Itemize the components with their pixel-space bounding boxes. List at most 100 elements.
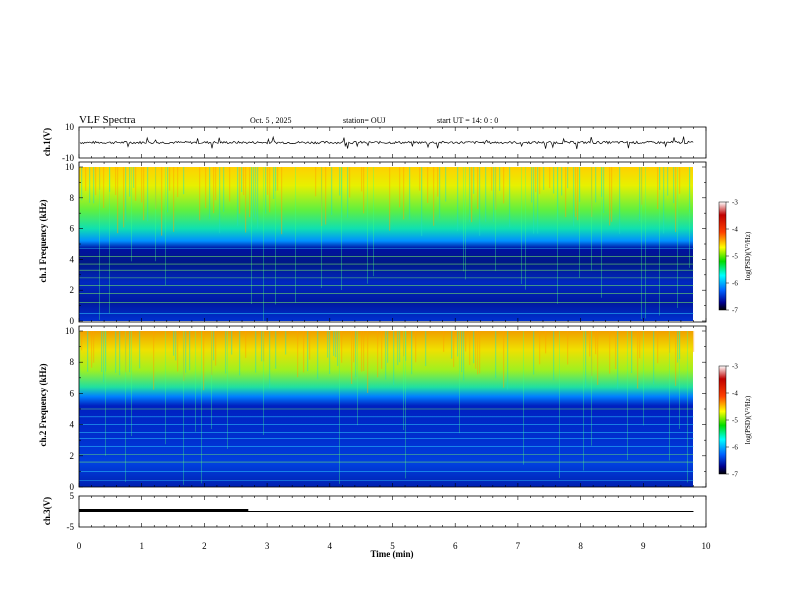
station-label: station= OUJ xyxy=(343,116,386,125)
y-tick-label: 6 xyxy=(70,224,75,234)
spectrogram-streak xyxy=(261,331,263,362)
spectrogram-streak xyxy=(397,331,399,366)
spectrogram-streak xyxy=(255,167,257,219)
ch1-spectrogram-image xyxy=(79,167,693,321)
spectrogram-streak xyxy=(245,331,247,358)
spectrogram-streak xyxy=(203,331,205,391)
spectrogram-streak xyxy=(595,331,597,355)
spectrogram-streak xyxy=(209,167,211,219)
spectrogram-streak xyxy=(253,167,255,218)
spectrogram-streak xyxy=(533,331,535,375)
spectrogram-streak xyxy=(231,331,233,355)
spectrogram-streak xyxy=(117,167,119,234)
spectrogram-burst xyxy=(105,331,106,456)
spectrogram-burst xyxy=(521,167,522,285)
spectrogram-burst xyxy=(659,167,660,316)
ch1-waveform-ylabel: ch.1(V) xyxy=(42,128,52,156)
spectrogram-burst xyxy=(211,331,212,430)
spectrogram-streak xyxy=(553,331,555,381)
spectrogram-streak xyxy=(557,167,559,221)
spectrogram-streak xyxy=(327,331,329,358)
colorbar-tick-label: -6 xyxy=(732,280,738,288)
spectrogram-burst xyxy=(523,331,524,465)
spectrogram-streak xyxy=(689,167,691,213)
spectrogram-streak xyxy=(499,167,501,191)
spectrogram-streak xyxy=(669,331,671,353)
spectrogram-burst xyxy=(195,331,196,432)
y-tick-label: 10 xyxy=(65,326,75,336)
spectrogram-streak xyxy=(147,167,149,222)
ch1-waveform-panel: 10 -10 ch.1(V) xyxy=(42,122,707,163)
spectrogram-streak xyxy=(309,331,311,360)
spectrogram-streak xyxy=(349,167,351,198)
colorbar-tick-label: -4 xyxy=(732,390,738,398)
y-tick-label: 8 xyxy=(70,357,75,367)
spectrogram-streak xyxy=(477,167,479,209)
y-tick-label: 2 xyxy=(70,451,75,461)
spectrogram-streak xyxy=(637,331,639,389)
spectrogram-streak xyxy=(617,331,619,390)
spectrogram-streak xyxy=(503,167,505,204)
spectrogram-burst xyxy=(557,167,558,304)
spectrogram-streak xyxy=(243,167,245,196)
spectrogram-burst xyxy=(165,331,166,445)
spectrogram-streak xyxy=(135,167,137,201)
spectrogram-streak xyxy=(213,167,215,214)
spectrogram-streak xyxy=(225,331,227,374)
spectrogram-streak xyxy=(215,331,217,366)
spectrogram-streak xyxy=(341,331,343,363)
spectrogram-burst xyxy=(405,331,406,479)
spectrogram-streak xyxy=(89,167,91,203)
spectrogram-burst xyxy=(525,167,526,290)
spectrogram-streak xyxy=(415,331,417,363)
spectrogram-streak xyxy=(339,167,341,196)
spectrogram-streak xyxy=(591,167,593,217)
spectrogram-streak xyxy=(93,331,95,363)
spectrogram-streak xyxy=(115,167,117,196)
spectrogram-streak xyxy=(85,167,87,192)
spectrogram-streak xyxy=(403,167,405,220)
spectrogram-streak xyxy=(143,167,145,221)
spectrogram-streak xyxy=(249,167,251,218)
spectrogram-streak xyxy=(317,331,319,380)
spectrogram-burst xyxy=(495,167,496,272)
spectrogram-streak xyxy=(657,167,659,210)
spectrogram-streak xyxy=(437,167,439,197)
y-tick-label: 4 xyxy=(70,420,75,430)
spectrogram-streak xyxy=(461,331,463,373)
spectrogram-streak xyxy=(101,331,103,372)
spectrogram-streak xyxy=(451,331,453,359)
spectrogram-burst xyxy=(459,331,460,434)
spectrogram-streak xyxy=(493,167,495,222)
spectrogram-streak xyxy=(257,167,259,229)
spectrogram-burst xyxy=(687,331,688,483)
ch2-colorbar-label: log(PSD)(V²/Hz) xyxy=(744,395,752,444)
spectrogram-burst xyxy=(669,331,670,461)
spectrogram-streak xyxy=(603,167,605,214)
ch1-ytick-bottom: -10 xyxy=(62,153,74,163)
spectrogram-streak xyxy=(693,331,695,352)
spectrogram-streak xyxy=(333,331,335,356)
spectrogram-streak xyxy=(267,167,269,195)
spectrogram-streak xyxy=(405,331,407,361)
spectrogram-streak xyxy=(95,167,97,196)
spectrogram-burst xyxy=(321,167,322,288)
spectrogram-streak xyxy=(611,167,613,222)
spectrogram-streak xyxy=(175,331,177,361)
spectrogram-streak xyxy=(471,167,473,223)
spectrogram-streak xyxy=(393,331,395,385)
spectrogram-burst xyxy=(559,331,560,479)
spectrogram-streak xyxy=(641,167,643,205)
spectrogram-streak xyxy=(125,331,127,373)
spectrogram-streak xyxy=(457,331,459,357)
spectrogram-burst xyxy=(677,167,678,308)
spectrogram-burst xyxy=(591,331,592,446)
spectrogram-streak xyxy=(273,167,275,200)
spectrogram-streak xyxy=(269,167,271,213)
spectrogram-burst xyxy=(295,167,296,303)
colorbar-tick-label: -7 xyxy=(732,307,738,315)
spectrogram-streak xyxy=(321,167,323,226)
spectrogram-burst xyxy=(155,167,156,262)
ch3-ytick-bottom: -5 xyxy=(67,522,75,532)
